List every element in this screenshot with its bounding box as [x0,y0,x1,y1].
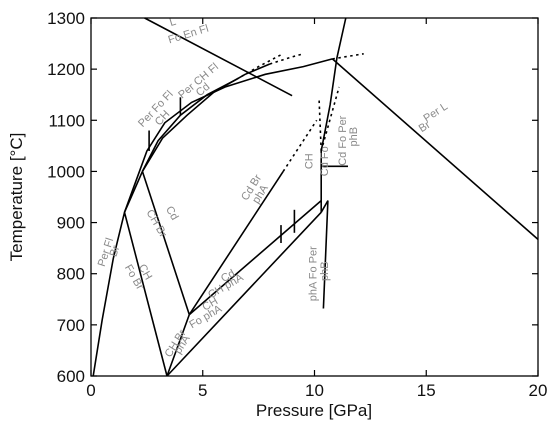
y-axis-title: Temperature [°C] [7,133,26,262]
x-tick-label-10: 10 [305,381,324,400]
phase-field-label-8: Br [108,244,123,258]
phase-boundary-15 [320,17,347,213]
phase-field-label-1: L [168,16,177,29]
phase-field-label-26: phB [319,261,331,281]
phase-boundary-20 [331,58,539,241]
phase-field-label-25: phA Fo Per [308,246,320,301]
y-tick-label-900: 900 [57,214,85,233]
y-tick-label-800: 800 [57,265,85,284]
phase-boundary-10 [166,314,191,377]
phase-boundary-8 [123,212,168,377]
y-tick-label-1000: 1000 [47,162,85,181]
phase-field-label-22: Cd Fo [319,146,331,176]
x-tick-label-15: 15 [417,381,436,400]
metastable-boundary-14 [282,119,318,172]
phase-field-label-24: phB [348,127,360,147]
y-tick-label-1100: 1100 [48,111,85,130]
x-tick-label-5: 5 [198,381,207,400]
phase-boundaries [92,17,539,377]
phase-field-label-21: CH [303,153,315,169]
metastable-boundary-17 [320,86,340,152]
phase-boundary-7 [123,171,144,213]
y-tick-label-1300: 1300 [47,9,85,28]
metastable-boundary-5 [269,53,304,65]
phase-boundary-13 [188,170,284,316]
phase-boundary-9 [141,171,191,315]
phase-boundary-6 [144,17,293,97]
x-axis-title: Pressure [GPa] [256,401,372,420]
metastable-boundary-16 [318,97,322,152]
x-tick-label-20: 20 [529,381,548,400]
phase-boundary-11 [188,199,322,316]
x-tick-label-0: 0 [86,381,95,400]
y-tick-label-600: 600 [57,367,85,386]
phase-boundary-19 [320,200,329,309]
phase-boundary-1 [92,58,333,377]
phase-field-label-11: Cd [163,204,180,222]
metastable-boundary-4 [235,54,282,81]
plot-frame [90,17,539,377]
axis-ticks: 0 5 10 15 20 600 700 800 900 1000 1100 1200 1300 [47,9,547,400]
y-tick-label-700: 700 [57,316,85,335]
phase-boundary-12 [166,211,322,377]
metastable-boundary-21 [332,53,364,60]
y-tick-label-1200: 1200 [47,60,85,79]
phase-field-label-23: Cd Fo Per [337,115,349,165]
